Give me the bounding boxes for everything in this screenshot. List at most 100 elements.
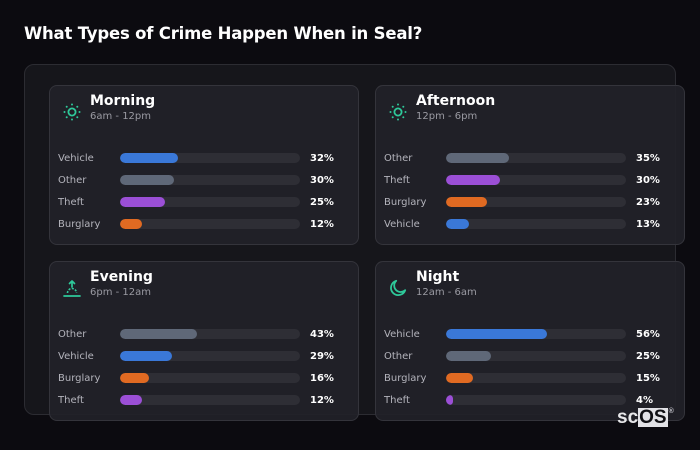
bar-value: 15% <box>636 372 660 384</box>
bar-label: Vehicle <box>384 328 420 340</box>
bar-label: Burglary <box>384 196 427 208</box>
bar-row: Other 25% <box>384 345 674 367</box>
card-subtitle: 6am - 12pm <box>90 111 152 122</box>
bar-row: Burglary 12% <box>58 213 348 235</box>
bar-list: Vehicle 32% Other 30% Theft 25% Burglary 12% <box>58 147 348 235</box>
bar-value: 16% <box>310 372 334 384</box>
bar-fill <box>120 373 149 383</box>
bar-value: 12% <box>310 394 334 406</box>
sun-icon <box>63 103 81 121</box>
bar-label: Theft <box>384 394 410 406</box>
bar-value: 25% <box>310 196 334 208</box>
bar-row: Vehicle 29% <box>58 345 348 367</box>
bar-label: Theft <box>58 196 84 208</box>
bar-track <box>120 197 300 207</box>
watermark-reg: ® <box>668 408 674 415</box>
bar-track <box>446 329 626 339</box>
bar-value: 43% <box>310 328 334 340</box>
bar-list: Other 43% Vehicle 29% Burglary 16% Theft 12% <box>58 323 348 411</box>
watermark-prefix: sc <box>617 407 639 428</box>
bar-fill <box>120 153 178 163</box>
bar-row: Theft 12% <box>58 389 348 411</box>
bar-label: Other <box>384 350 413 362</box>
bar-track <box>446 351 626 361</box>
bar-row: Vehicle 32% <box>58 147 348 169</box>
bar-value: 12% <box>310 218 334 230</box>
sun-icon <box>389 103 407 121</box>
bar-value: 30% <box>310 174 334 186</box>
card-title: Afternoon <box>416 93 496 109</box>
bar-track <box>120 175 300 185</box>
bar-fill <box>120 329 198 339</box>
page-title: What Types of Crime Happen When in Seal? <box>24 24 423 43</box>
bar-fill <box>446 197 488 207</box>
bar-fill <box>120 395 142 405</box>
card-title: Evening <box>90 269 153 285</box>
bar-fill <box>446 373 473 383</box>
watermark-logo: sc OS ® <box>617 408 674 427</box>
bar-value: 25% <box>636 350 660 362</box>
bar-fill <box>446 175 500 185</box>
card-morning: Morning 6am - 12pm Vehicle 32% Other 30% T… <box>49 85 359 245</box>
bar-label: Other <box>58 328 87 340</box>
bar-value: 56% <box>636 328 660 340</box>
bar-label: Other <box>58 174 87 186</box>
bar-label: Vehicle <box>58 350 94 362</box>
bar-value: 29% <box>310 350 334 362</box>
card-subtitle: 6pm - 12am <box>90 287 152 298</box>
bar-row: Theft 25% <box>58 191 348 213</box>
card-title: Morning <box>90 93 156 109</box>
bar-value: 32% <box>310 152 334 164</box>
bar-fill <box>120 351 173 361</box>
bar-label: Burglary <box>58 372 101 384</box>
bar-row: Burglary 15% <box>384 367 674 389</box>
bar-label: Theft <box>384 174 410 186</box>
bar-track <box>446 197 626 207</box>
card-night: Night 12am - 6am Vehicle 56% Other 25% Bur… <box>375 261 685 421</box>
bar-label: Other <box>384 152 413 164</box>
bar-track <box>120 351 300 361</box>
bar-fill <box>120 197 165 207</box>
bar-track <box>446 153 626 163</box>
bar-row: Vehicle 56% <box>384 323 674 345</box>
bar-row: Other 30% <box>58 169 348 191</box>
bar-value: 13% <box>636 218 660 230</box>
bar-track <box>446 219 626 229</box>
bar-label: Vehicle <box>58 152 94 164</box>
bar-row: Burglary 23% <box>384 191 674 213</box>
bar-track <box>120 395 300 405</box>
bar-fill <box>446 153 509 163</box>
bar-track <box>120 329 300 339</box>
moon-icon <box>390 279 407 296</box>
bar-label: Burglary <box>58 218 101 230</box>
bar-fill <box>446 395 454 405</box>
bar-track <box>120 219 300 229</box>
watermark-highlight: OS <box>638 407 668 428</box>
bar-value: 23% <box>636 196 660 208</box>
bar-track <box>120 153 300 163</box>
bar-row: Burglary 16% <box>58 367 348 389</box>
bar-value: 4% <box>636 394 653 406</box>
card-evening: Evening 6pm - 12am Other 43% Vehicle 29% B… <box>49 261 359 421</box>
bar-row: Theft 30% <box>384 169 674 191</box>
bar-fill <box>446 351 491 361</box>
bar-row: Other 43% <box>58 323 348 345</box>
bar-track <box>446 373 626 383</box>
bar-fill <box>120 175 174 185</box>
bar-value: 35% <box>636 152 660 164</box>
bar-track <box>446 395 626 405</box>
bar-fill <box>120 219 142 229</box>
card-subtitle: 12am - 6am <box>416 287 477 298</box>
sunset-icon <box>63 280 81 297</box>
bar-row: Vehicle 13% <box>384 213 674 235</box>
bar-value: 30% <box>636 174 660 186</box>
bar-label: Burglary <box>384 372 427 384</box>
bar-list: Other 35% Theft 30% Burglary 23% Vehicle 13% <box>384 147 674 235</box>
card-subtitle: 12pm - 6pm <box>416 111 478 122</box>
bar-track <box>120 373 300 383</box>
card-afternoon: Afternoon 12pm - 6pm Other 35% Theft 30% B… <box>375 85 685 245</box>
bar-fill <box>446 329 547 339</box>
card-title: Night <box>416 269 460 285</box>
bar-list: Vehicle 56% Other 25% Burglary 15% Theft 4% <box>384 323 674 411</box>
bar-label: Theft <box>58 394 84 406</box>
